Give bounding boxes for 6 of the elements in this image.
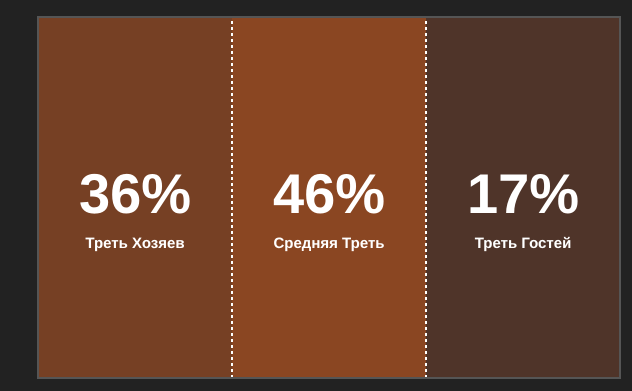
category-label: Треть Хозяев [85,234,185,252]
category-label: Средняя Треть [273,234,385,252]
data-label: 17% [467,162,580,225]
data-label: 36% [79,162,192,225]
category-label: Треть Гостей [474,234,572,252]
data-label: 46% [273,162,386,225]
